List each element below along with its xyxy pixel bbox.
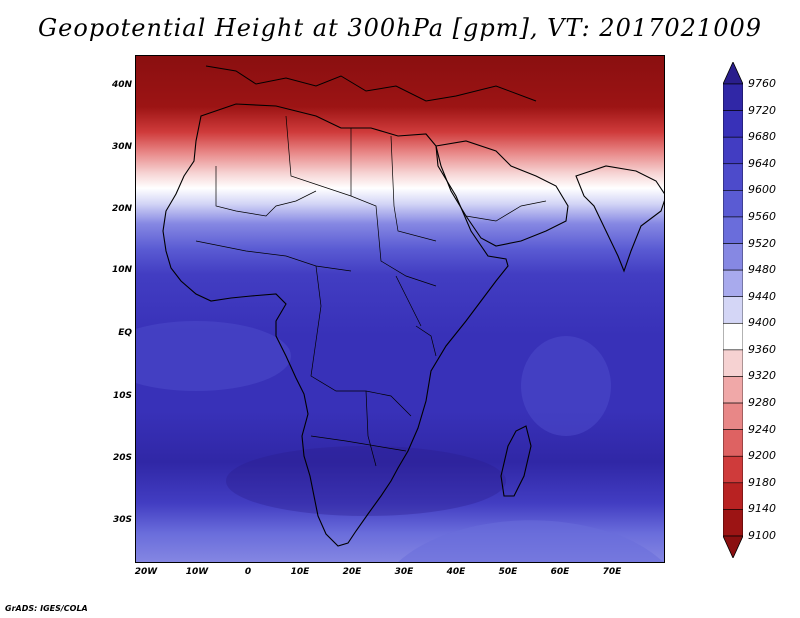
map-area: [135, 55, 665, 563]
colorbar-swatch: [723, 322, 743, 351]
lat-label-30s: 30S: [112, 515, 132, 525]
lat-label-40n: 40N: [111, 80, 132, 90]
southern-trough: [398, 520, 664, 562]
credit-text: GrADS: IGES/COLA: [5, 604, 88, 613]
colorbar-swatch: [723, 190, 743, 218]
atlantic-minimum: [136, 321, 291, 391]
lon-label-10e: 10E: [290, 567, 310, 577]
lon-label-20w: 20W: [134, 567, 158, 577]
colorbar-label: 9680: [748, 130, 776, 144]
colorbar-label: 9720: [748, 103, 776, 117]
lon-label-20e: 20E: [342, 567, 362, 577]
colorbar-swatch: [723, 269, 743, 298]
map-title: Geopotential Height at 300hPa [gpm], VT:…: [38, 14, 762, 42]
colorbar-swatch: [723, 349, 743, 377]
colorbar-label: 9760: [748, 77, 776, 90]
colorbar-label: 9200: [748, 449, 776, 463]
colorbar-label: 9360: [748, 342, 776, 356]
lon-label-50e: 50E: [498, 567, 518, 577]
colorbar-swatch: [723, 216, 743, 244]
india-coastline: [575, 165, 664, 273]
colorbar: [723, 62, 743, 558]
lat-label-20s: 20S: [112, 453, 132, 463]
colorbar-top-arrow: [723, 62, 743, 85]
colorbar-swatch: [723, 110, 743, 138]
colorbar-swatch: [723, 376, 743, 404]
lat-label-20n: 20N: [111, 204, 132, 214]
lat-label-30n: 30N: [111, 142, 132, 152]
colorbar-label: 9240: [748, 422, 776, 436]
colorbar-label: 9140: [748, 502, 776, 516]
colorbar-swatch: [723, 482, 743, 510]
colorbar-swatch: [723, 509, 743, 537]
colorbar-label: 9440: [748, 289, 776, 303]
lon-label-40e: 40E: [446, 567, 466, 577]
colorbar-label: 9180: [748, 475, 776, 489]
colorbar-bottom-arrow: [723, 535, 743, 558]
colorbar-swatch: [723, 243, 743, 271]
arabia-coastline: [435, 140, 569, 247]
lat-label-eq: EQ: [118, 328, 132, 338]
lat-label-10s: 10S: [112, 391, 132, 401]
lon-label-70e: 70E: [602, 567, 622, 577]
southern-high: [226, 446, 506, 516]
colorbar-swatch: [723, 163, 743, 191]
lon-label-0: 0: [244, 567, 252, 577]
colorbar-label: 9320: [748, 369, 776, 383]
colorbar-label: 9640: [748, 156, 776, 170]
colorbar-label: 9280: [748, 396, 776, 410]
colorbar-label: 9480: [748, 263, 776, 277]
field-background: [136, 56, 664, 562]
colorbar-label: 9100: [748, 529, 776, 542]
lon-label-30e: 30E: [394, 567, 414, 577]
lat-label-10n: 10N: [111, 265, 132, 275]
colorbar-swatch: [723, 83, 743, 111]
colorbar-label: 9400: [748, 316, 776, 330]
colorbar-swatch: [723, 136, 743, 165]
colorbar-swatch: [723, 296, 743, 324]
colorbar-label: 9560: [748, 209, 776, 223]
lon-label-60e: 60E: [550, 567, 570, 577]
colorbar-swatch: [723, 429, 743, 457]
colorbar-label: 9600: [748, 183, 776, 197]
madagascar-coastline: [500, 425, 532, 497]
colorbar-swatch: [723, 455, 743, 484]
geopotential-field: [136, 56, 664, 562]
indian-ocean-minimum: [521, 336, 611, 436]
country-borders: [195, 115, 547, 467]
colorbar-label: 9520: [748, 236, 776, 250]
colorbar-swatch: [723, 402, 743, 430]
lon-label-10w: 10W: [185, 567, 209, 577]
europe-coastline: [205, 65, 537, 102]
